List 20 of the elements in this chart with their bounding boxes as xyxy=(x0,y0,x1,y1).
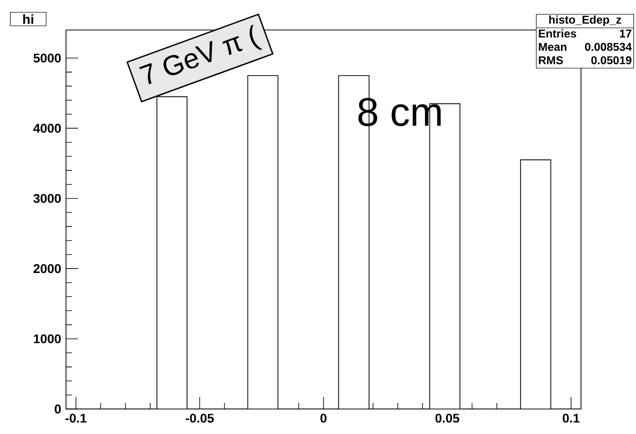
text: 0.008534 xyxy=(585,42,632,51)
x-tick-label: 0 xyxy=(320,414,326,423)
text: histo_Edep_z xyxy=(549,15,622,26)
x-tick-label: 0.05 xyxy=(435,414,460,423)
y-tick-label: 0 xyxy=(54,404,61,414)
annotation: Mean xyxy=(538,42,566,51)
x-tick-label: -0.1 xyxy=(65,414,86,423)
y-tick-label: 3000 xyxy=(33,194,61,203)
chart-title: hi xyxy=(23,14,34,24)
annotation: Entries xyxy=(538,29,576,38)
y-tick-label: 4000 xyxy=(33,124,61,133)
y-tick-label: 2000 xyxy=(34,264,61,274)
text: 17 xyxy=(620,30,632,38)
annotation: 7 GeV π ( xyxy=(139,24,262,84)
annotation: RMS xyxy=(538,56,563,64)
x-tick-label: -0.05 xyxy=(186,414,214,423)
text: 0.05019 xyxy=(591,56,632,64)
y-tick-label: 1000 xyxy=(34,334,61,344)
y-tick-label: 5000 xyxy=(34,54,61,63)
x-tick-label: 0.1 xyxy=(562,414,580,423)
